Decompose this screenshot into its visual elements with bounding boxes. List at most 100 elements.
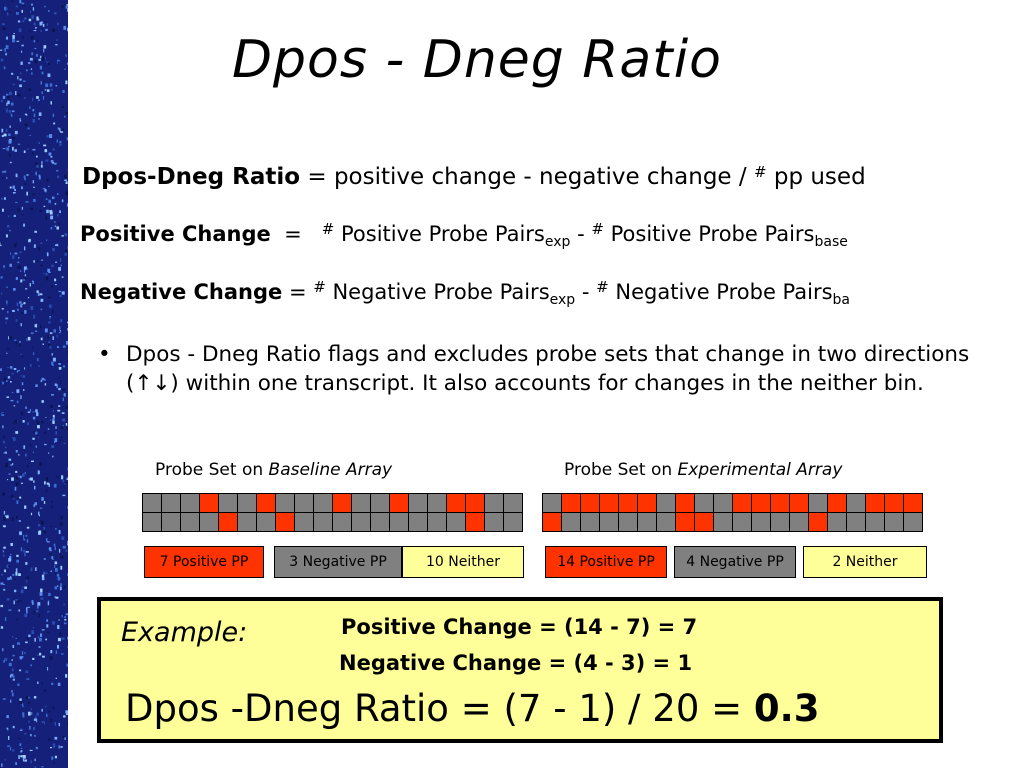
stripe-speck bbox=[57, 193, 59, 195]
stripe-speck bbox=[51, 501, 53, 504]
stripe-speck bbox=[48, 199, 51, 204]
stripe-speck bbox=[48, 547, 52, 551]
stripe-speck bbox=[3, 510, 6, 515]
stripe-speck bbox=[62, 545, 66, 549]
stripe-speck bbox=[17, 261, 20, 264]
stripe-speck bbox=[41, 91, 43, 94]
stripe-speck bbox=[35, 715, 37, 719]
stripe-speck bbox=[30, 734, 32, 737]
probe-cell-negative bbox=[181, 513, 200, 532]
stripe-speck bbox=[31, 3, 33, 6]
stripe-speck bbox=[7, 376, 11, 379]
stripe-speck bbox=[59, 143, 62, 146]
stripe-speck bbox=[65, 54, 68, 58]
stripe-speck bbox=[50, 718, 52, 723]
probe-cell-negative bbox=[790, 513, 809, 532]
stripe-speck bbox=[20, 747, 23, 749]
stripe-speck bbox=[52, 621, 55, 625]
stripe-speck bbox=[2, 413, 5, 415]
stripe-speck bbox=[60, 319, 63, 323]
stripe-speck bbox=[24, 113, 27, 115]
stripe-speck bbox=[12, 654, 15, 657]
stripe-speck bbox=[55, 431, 57, 435]
stripe-speck bbox=[37, 292, 40, 296]
stripe-speck bbox=[26, 338, 28, 341]
stripe-speck bbox=[26, 695, 29, 700]
stripe-speck bbox=[15, 568, 18, 572]
stripe-speck bbox=[60, 746, 63, 748]
stripe-speck bbox=[63, 715, 66, 718]
probe-cell-negative bbox=[314, 513, 333, 532]
stripe-speck bbox=[59, 326, 61, 330]
probe-cell-negative bbox=[885, 513, 904, 532]
stripe-speck bbox=[40, 633, 43, 637]
bullet-dot: • bbox=[98, 342, 111, 367]
stripe-speck bbox=[28, 634, 31, 638]
stripe-speck bbox=[51, 361, 54, 365]
stripe-speck bbox=[33, 352, 35, 356]
stripe-speck bbox=[30, 708, 32, 711]
stripe-speck bbox=[49, 211, 53, 215]
stripe-speck bbox=[50, 227, 53, 230]
stripe-speck bbox=[66, 4, 68, 7]
stripe-speck bbox=[31, 152, 34, 155]
stripe-speck bbox=[26, 576, 30, 579]
stripe-speck bbox=[17, 475, 19, 477]
baseline-caption-prefix: Probe Set on bbox=[155, 460, 269, 480]
stripe-speck bbox=[19, 0, 22, 4]
ratio-term: Dpos-Dneg Ratio bbox=[82, 164, 301, 190]
probe-cell-positive bbox=[885, 494, 904, 513]
probe-cell-positive bbox=[200, 494, 219, 513]
stripe-speck bbox=[11, 114, 13, 116]
stripe-speck bbox=[28, 701, 30, 705]
stripe-speck bbox=[51, 445, 55, 448]
stripe-speck bbox=[15, 599, 18, 601]
stripe-speck bbox=[40, 324, 42, 328]
stripe-speck bbox=[46, 209, 49, 214]
experimental-probe-grid bbox=[542, 493, 923, 532]
stripe-speck bbox=[21, 651, 23, 655]
probe-cell-negative bbox=[581, 513, 600, 532]
stripe-speck bbox=[4, 617, 7, 621]
stripe-speck bbox=[41, 574, 45, 578]
stripe-speck bbox=[59, 632, 62, 636]
stripe-speck bbox=[37, 604, 39, 609]
stripe-speck bbox=[13, 368, 17, 370]
stripe-speck bbox=[39, 209, 42, 213]
stripe-speck bbox=[10, 673, 14, 677]
stripe-speck bbox=[18, 257, 20, 259]
stripe-speck bbox=[19, 698, 22, 702]
stripe-speck bbox=[38, 511, 40, 516]
stripe-speck bbox=[29, 30, 31, 32]
stripe-speck bbox=[0, 626, 4, 629]
stripe-speck bbox=[31, 72, 33, 75]
stripe-speck bbox=[55, 572, 57, 575]
stripe-speck bbox=[32, 657, 35, 660]
stripe-speck bbox=[3, 197, 6, 200]
stripe-speck bbox=[20, 61, 23, 65]
stripe-speck bbox=[20, 589, 24, 594]
stripe-speck bbox=[29, 749, 33, 751]
stripe-speck bbox=[58, 332, 61, 334]
stripe-speck bbox=[0, 49, 3, 51]
stripe-speck bbox=[7, 348, 10, 350]
stripe-speck bbox=[19, 496, 22, 499]
baseline-probe-grid bbox=[142, 493, 523, 532]
stripe-speck bbox=[36, 40, 39, 42]
stripe-speck bbox=[44, 481, 46, 485]
stripe-speck bbox=[46, 239, 48, 241]
stripe-speck bbox=[38, 614, 40, 618]
stripe-speck bbox=[27, 411, 31, 413]
stripe-speck bbox=[50, 525, 53, 528]
probe-cell-positive bbox=[733, 494, 752, 513]
stripe-speck bbox=[65, 423, 68, 426]
stripe-speck bbox=[50, 101, 52, 105]
stripe-speck bbox=[58, 294, 60, 296]
stripe-speck bbox=[0, 368, 2, 371]
stripe-speck bbox=[67, 506, 68, 509]
stripe-speck bbox=[19, 251, 22, 254]
stripe-speck bbox=[12, 255, 15, 259]
stripe-speck bbox=[63, 603, 65, 606]
experimental-caption: Probe Set on Experimental Array bbox=[564, 460, 842, 480]
stripe-speck bbox=[58, 290, 62, 293]
